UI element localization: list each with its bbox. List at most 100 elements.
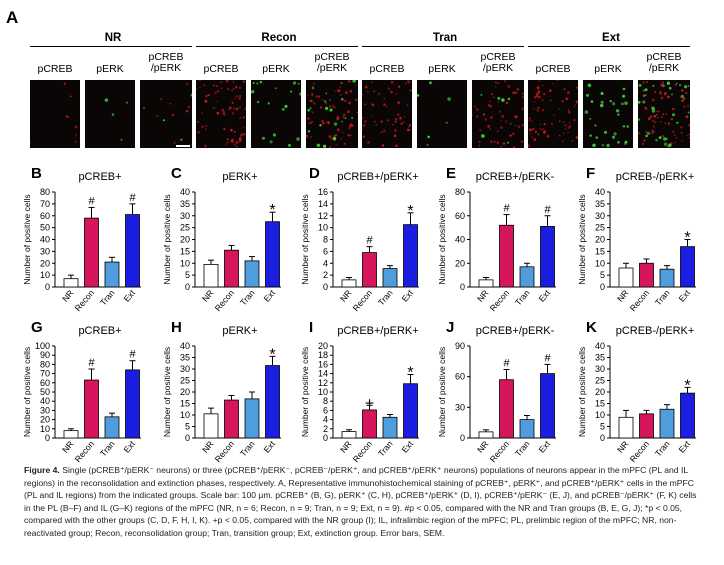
chart-title: pCREB+/pERK+ — [337, 171, 418, 183]
bar-recon — [639, 262, 654, 288]
micrograph-recon-merge — [306, 80, 358, 148]
y-tick-label: 80 — [40, 187, 50, 197]
y-tick-label: 0 — [323, 282, 328, 292]
sub-label: pCREB — [37, 63, 73, 75]
bar-recon — [639, 413, 654, 439]
y-tick-label: 10 — [595, 410, 605, 420]
bar-recon — [362, 252, 377, 288]
bar-ext — [680, 246, 695, 288]
sub-label: pCREB/pERK — [646, 51, 682, 74]
bar-recon — [224, 399, 239, 439]
chart-title: pERK+ — [222, 171, 257, 183]
bar-ext — [265, 221, 280, 288]
bar-nr — [478, 431, 494, 439]
group-line-recon — [196, 46, 358, 47]
y-tick-label: 30 — [180, 364, 190, 374]
y-tick-label: 90 — [40, 350, 50, 360]
chart-title: pCREB+ — [78, 325, 121, 337]
bar-tran — [519, 419, 535, 439]
x-tick-label: Tran — [376, 288, 395, 308]
figure-caption: Figure 4. Single (pCREB⁺/pERK⁻ neurons) … — [24, 464, 704, 540]
y-tick-label: 10 — [40, 424, 50, 434]
significance-mark: # — [129, 192, 136, 204]
bar-nr — [203, 264, 219, 288]
y-tick-label: 0 — [323, 433, 328, 443]
y-tick-label: 6 — [323, 405, 328, 415]
micrograph-tran-pcreb — [362, 80, 412, 148]
y-tick-label: 20 — [40, 415, 50, 425]
y-axis-label: Number of positive cells — [22, 194, 32, 284]
y-axis-label: Number of positive cells — [300, 347, 310, 437]
y-tick-label: 20 — [40, 258, 50, 268]
y-tick-label: 40 — [455, 235, 465, 245]
y-tick-label: 0 — [45, 433, 50, 443]
x-tick-label: NR — [615, 288, 631, 304]
x-tick-label: Tran — [238, 288, 257, 308]
y-tick-label: 25 — [180, 376, 190, 386]
y-tick-label: 60 — [455, 211, 465, 221]
micrograph-ext-perk — [583, 80, 633, 148]
y-tick-label: 40 — [180, 341, 190, 351]
y-tick-label: 15 — [180, 246, 190, 256]
x-tick-label: Tran — [98, 439, 117, 459]
y-tick-label: 0 — [45, 282, 50, 292]
x-tick-label: Recon — [351, 288, 375, 313]
y-tick-label: 80 — [455, 187, 465, 197]
y-axis-label: Number of positive cells — [162, 347, 172, 437]
y-tick-label: 15 — [595, 246, 605, 256]
significance-mark: # — [544, 352, 551, 364]
y-tick-label: 6 — [323, 246, 328, 256]
sub-label: pCREB — [369, 63, 405, 75]
y-tick-label: 20 — [318, 341, 328, 351]
caption-label: Figure 4. — [24, 465, 60, 475]
significance-mark: # — [129, 349, 136, 361]
y-tick-label: 16 — [318, 187, 328, 197]
x-tick-label: Recon — [73, 288, 97, 313]
group-label-ext: Ext — [602, 32, 620, 44]
bar-ext — [403, 383, 418, 439]
bar-recon — [84, 379, 99, 439]
group-line-ext — [528, 46, 690, 47]
x-tick-label: Tran — [513, 288, 532, 308]
bar-nr — [203, 413, 219, 439]
significance-mark: * — [684, 230, 690, 247]
sub-label: pERK — [262, 63, 290, 75]
x-tick-label: Recon — [213, 439, 237, 464]
y-axis-label: Number of positive cells — [300, 194, 310, 284]
x-tick-label: Ext — [399, 287, 415, 303]
x-tick-label: Ext — [121, 438, 137, 454]
x-tick-label: Recon — [488, 288, 512, 313]
x-tick-label: Ext — [399, 438, 415, 454]
y-tick-label: 50 — [40, 387, 50, 397]
y-tick-label: 80 — [40, 359, 50, 369]
y-axis-label: Number of positive cells — [162, 194, 172, 284]
bar-nr — [618, 416, 634, 439]
y-tick-label: 2 — [323, 424, 328, 434]
bar-nr — [63, 278, 79, 288]
y-tick-label: 5 — [600, 422, 605, 432]
y-tick-label: 10 — [318, 387, 328, 397]
x-tick-label: Tran — [376, 439, 395, 459]
bar-tran — [104, 261, 120, 288]
y-tick-label: 20 — [180, 387, 190, 397]
panel-letter: I — [309, 319, 313, 336]
y-tick-label: 40 — [40, 235, 50, 245]
bar-ext — [403, 224, 418, 288]
y-tick-label: 30 — [595, 211, 605, 221]
y-axis-label: Number of positive cells — [577, 194, 587, 284]
y-tick-label: 30 — [455, 402, 465, 412]
y-tick-label: 0 — [460, 282, 465, 292]
micrograph-recon-pcreb — [196, 80, 246, 148]
scale-bar — [176, 145, 190, 147]
panel-letter: G — [31, 319, 43, 336]
y-tick-label: 35 — [595, 353, 605, 363]
sub-label: pERK — [428, 63, 456, 75]
significance-mark: # — [503, 203, 510, 215]
y-tick-label: 5 — [185, 422, 190, 432]
x-tick-label: NR — [200, 288, 216, 304]
x-tick-label: Ext — [676, 438, 692, 454]
y-tick-label: 0 — [600, 282, 605, 292]
y-tick-label: 40 — [595, 187, 605, 197]
y-tick-label: 60 — [40, 378, 50, 388]
micrograph-nr-pcreb — [30, 80, 80, 148]
